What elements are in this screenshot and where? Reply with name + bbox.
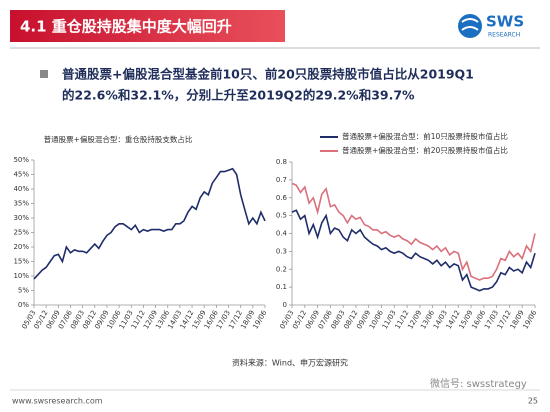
y-tick-label: 0.5: [276, 212, 287, 220]
y-tick-label: 40%: [13, 185, 29, 193]
logo-subtext: RESEARCH: [488, 32, 520, 39]
bullet-marker: [40, 70, 48, 78]
y-tick-label: 30%: [13, 214, 29, 222]
y-tick-label: 0.1: [276, 283, 287, 291]
legend-label: 普通股票+偏股混合型：前10只股票持股市值占比: [342, 131, 508, 141]
title-bar: [10, 10, 285, 42]
logo-swirl: [461, 18, 479, 31]
chart-title: 普通股票+偏股混合型：重仓股持股支数占比: [44, 134, 193, 144]
y-tick-label: 0.2: [276, 265, 287, 273]
watermark: 微信号: swsstrategy: [430, 377, 527, 390]
legend-label: 普通股票+偏股混合型：前20只股票持股市值占比: [342, 145, 508, 155]
y-tick-label: 25%: [13, 229, 29, 237]
y-tick-label: 5%: [18, 287, 29, 295]
y-tick-label: 35%: [13, 200, 29, 208]
source-note: 资料来源：Wind、申万宏源研究: [232, 358, 348, 368]
y-tick-label: 10%: [13, 272, 29, 280]
bullet-line: 普通股票+偏股混合型基金前10只、前20只股票持股市值占比从2019Q1: [62, 67, 474, 82]
data-line: [291, 182, 536, 281]
data-line: [291, 209, 536, 292]
y-tick-label: 0.7: [276, 176, 287, 184]
y-tick-label: 0.4: [276, 230, 288, 238]
y-tick-label: 20%: [13, 243, 29, 251]
logo-text: SWS: [486, 13, 524, 31]
page-number: 25: [528, 397, 538, 406]
data-line: [33, 167, 266, 280]
bullet-line: 的22.6%和32.1%，分别上升至2019Q2的29.2%和39.7%: [62, 88, 415, 103]
slide-title: 4.1 重仓股持股集中度大幅回升: [20, 18, 232, 36]
y-tick-label: 0%: [18, 301, 29, 309]
y-tick-label: 0.3: [276, 247, 287, 255]
y-tick-label: 45%: [13, 171, 29, 179]
y-tick-label: 50%: [13, 156, 29, 164]
y-tick-label: 15%: [13, 258, 29, 266]
footer-url: www.swsresearch.com: [12, 397, 103, 406]
y-tick-label: 0.6: [276, 194, 288, 202]
y-tick-label: 0: [283, 301, 287, 309]
y-tick-label: 0.8: [276, 158, 287, 166]
